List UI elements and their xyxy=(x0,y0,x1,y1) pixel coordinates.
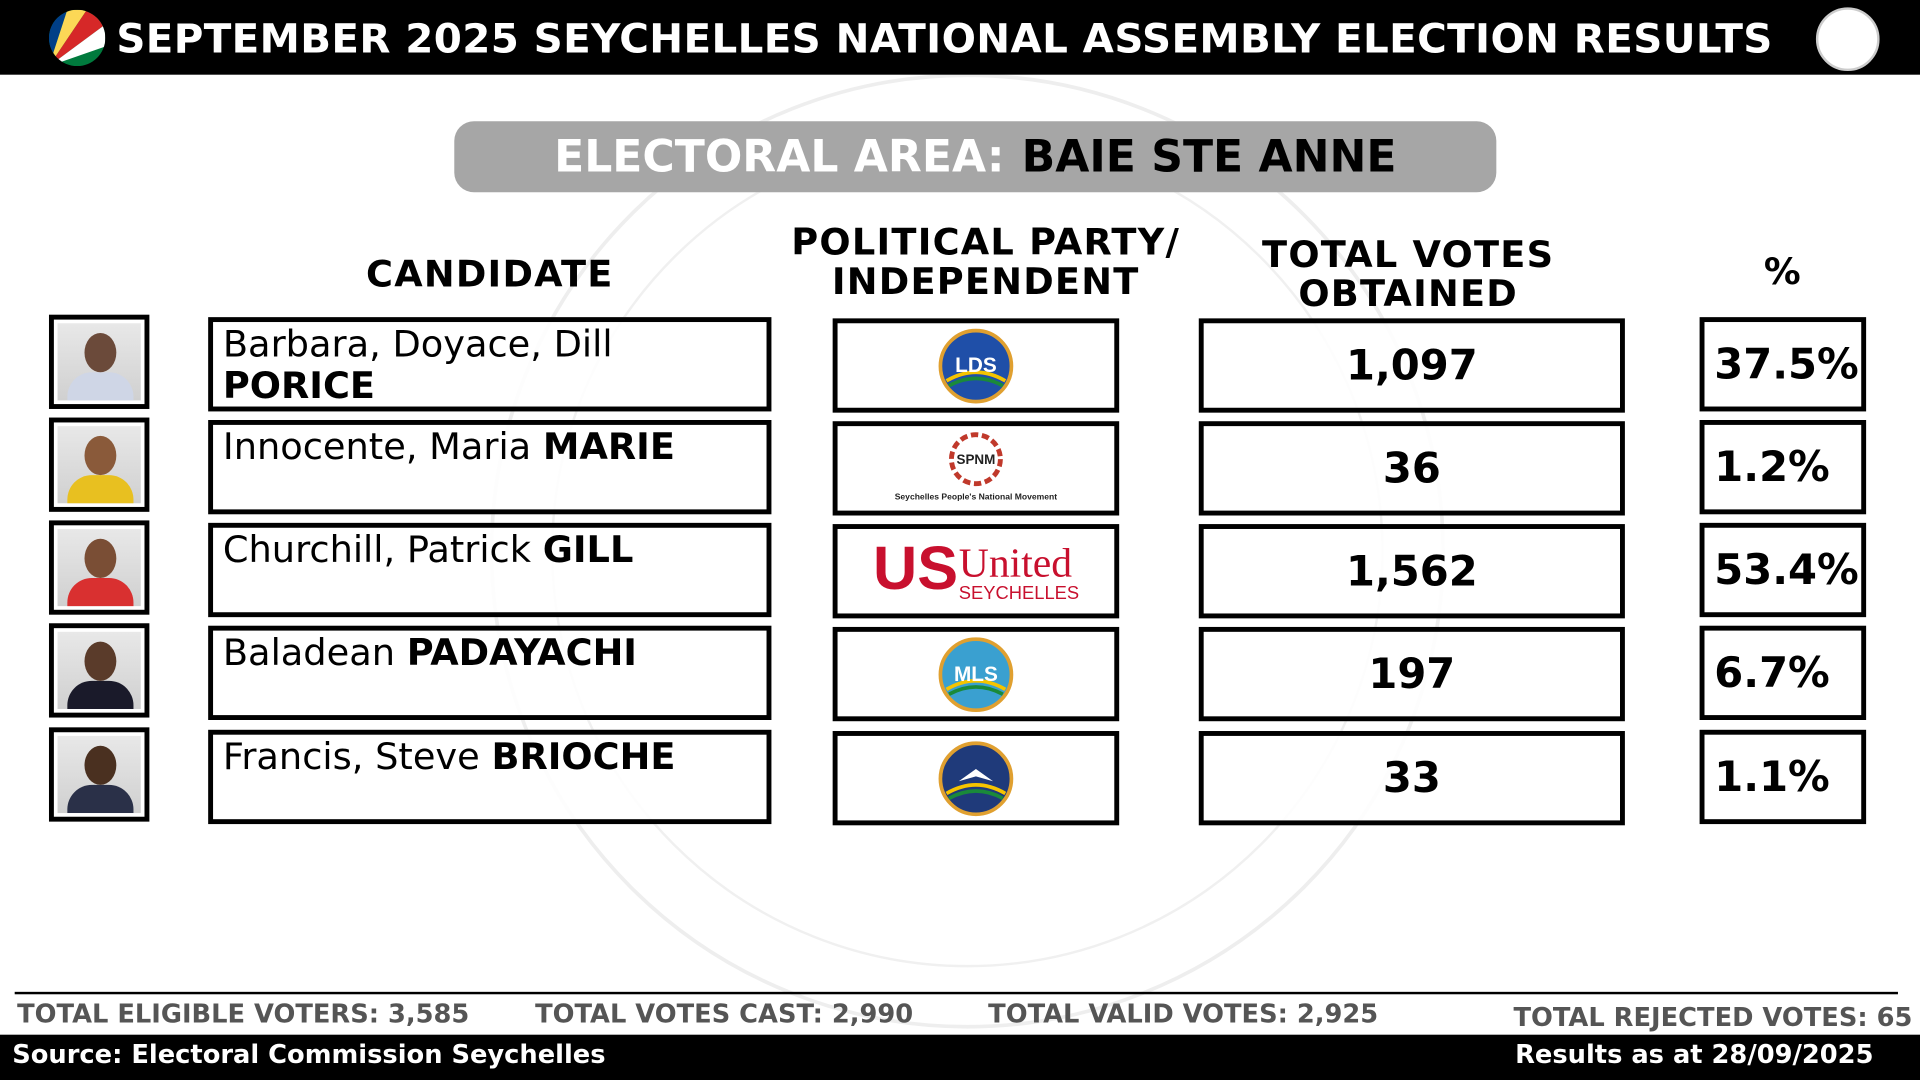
header-votes-line2: OBTAINED xyxy=(1298,273,1518,316)
candidate-photo xyxy=(48,727,150,822)
party-cell: US United SEYCHELLES xyxy=(832,524,1120,619)
votes-cell: 1,562 xyxy=(1198,524,1625,619)
party-cell xyxy=(832,731,1120,826)
votes-cell: 33 xyxy=(1198,731,1625,826)
party-logo-icon: MLS xyxy=(938,636,1014,712)
candidate-name: Baladean PADAYACHI xyxy=(208,625,772,721)
party-cell: LDS xyxy=(832,318,1120,413)
candidate-name: Innocente, Maria MARIE xyxy=(208,420,772,515)
total-rejected: TOTAL REJECTED VOTES: 65 xyxy=(1513,1002,1913,1033)
candidate-surname: MARIE xyxy=(542,426,675,469)
source: Source: Electoral Commission Seychelles xyxy=(12,1039,606,1069)
candidate-surname: BRIOCHE xyxy=(491,735,676,779)
svg-text:SEYCHELLES: SEYCHELLES xyxy=(959,581,1079,602)
votes-cell: 197 xyxy=(1198,626,1625,722)
total-valid: TOTAL VALID VOTES: 2,925 xyxy=(988,999,1379,1029)
divider xyxy=(14,991,1898,995)
percent-cell: 1.2% xyxy=(1699,420,1867,515)
percent-cell: 37.5% xyxy=(1699,317,1867,412)
candidate-photo xyxy=(48,623,150,718)
candidate-photo xyxy=(48,314,150,409)
candidate-name: Francis, Steve BRIOCHE xyxy=(208,729,772,825)
candidate-surname: GILL xyxy=(542,528,634,572)
page-title: SEPTEMBER 2025 SEYCHELLES NATIONAL ASSEM… xyxy=(116,14,1773,63)
total-eligible: TOTAL ELIGIBLE VOTERS: 3,585 xyxy=(17,999,470,1029)
party-cell: MLS xyxy=(832,626,1120,722)
header-party-line2: INDEPENDENT xyxy=(831,260,1140,304)
candidate-given-names: Francis, Steve xyxy=(222,735,480,779)
svg-text:SPNM: SPNM xyxy=(956,451,995,466)
svg-text:United: United xyxy=(959,540,1072,586)
votes-cell: 1,097 xyxy=(1198,318,1625,413)
candidate-photo xyxy=(48,417,150,512)
candidate-given-names: Innocente, Maria xyxy=(222,426,532,469)
header-party-line1: POLITICAL PARTY/ xyxy=(791,221,1181,265)
party-logo-icon: LDS xyxy=(938,328,1014,403)
header-votes-line1: TOTAL VOTES xyxy=(1262,233,1555,277)
total-cast: TOTAL VOTES CAST: 2,990 xyxy=(535,999,914,1029)
party-full-name: Seychelles People's National Movement xyxy=(895,491,1058,501)
party-cell: SPNM Seychelles People's National Movemen… xyxy=(832,421,1120,516)
votes-cell: 36 xyxy=(1198,421,1625,516)
electoral-commission-logo xyxy=(1815,7,1880,72)
electoral-area-label: ELECTORAL AREA: xyxy=(554,132,1005,183)
header-percent: % xyxy=(1763,251,1802,294)
header-party: POLITICAL PARTY/INDEPENDENT xyxy=(771,221,1200,304)
results-date: Results as at 28/09/2025 xyxy=(1515,1039,1874,1069)
electoral-area-value: BAIE STE ANNE xyxy=(1021,132,1397,183)
svg-text:MLS: MLS xyxy=(954,662,998,685)
candidate-given-names: Baladean xyxy=(222,631,396,675)
candidate-name: Churchill, Patrick GILL xyxy=(208,522,772,618)
candidate-photo xyxy=(48,520,150,615)
svg-text:US: US xyxy=(873,534,958,601)
title-bar: SEPTEMBER 2025 SEYCHELLES NATIONAL ASSEM… xyxy=(0,0,1920,75)
percent-cell: 53.4% xyxy=(1699,522,1867,618)
candidate-given-names: Barbara, Doyace, Dill xyxy=(222,323,613,367)
electoral-area-banner: ELECTORAL AREA: BAIE STE ANNE xyxy=(454,121,1497,193)
svg-text:LDS: LDS xyxy=(955,354,997,377)
header-votes: TOTAL VOTES OBTAINED xyxy=(1212,236,1604,314)
percent-cell: 6.7% xyxy=(1699,625,1867,721)
seychelles-flag-icon xyxy=(48,9,106,67)
party-logo-icon xyxy=(938,740,1014,816)
spnm-logo-icon: SPNM Seychelles People's National Movemen… xyxy=(895,431,1058,501)
candidate-surname: PADAYACHI xyxy=(406,631,637,675)
footer-bar: Source: Electoral Commission Seychelles … xyxy=(0,1034,1920,1080)
percent-cell: 1.1% xyxy=(1699,729,1867,825)
header-candidate: CANDIDATE xyxy=(366,253,614,297)
candidate-name: Barbara, Doyace, Dill PORICE xyxy=(208,317,772,412)
candidate-surname: PORICE xyxy=(222,364,376,408)
candidate-given-names: Churchill, Patrick xyxy=(222,528,532,572)
